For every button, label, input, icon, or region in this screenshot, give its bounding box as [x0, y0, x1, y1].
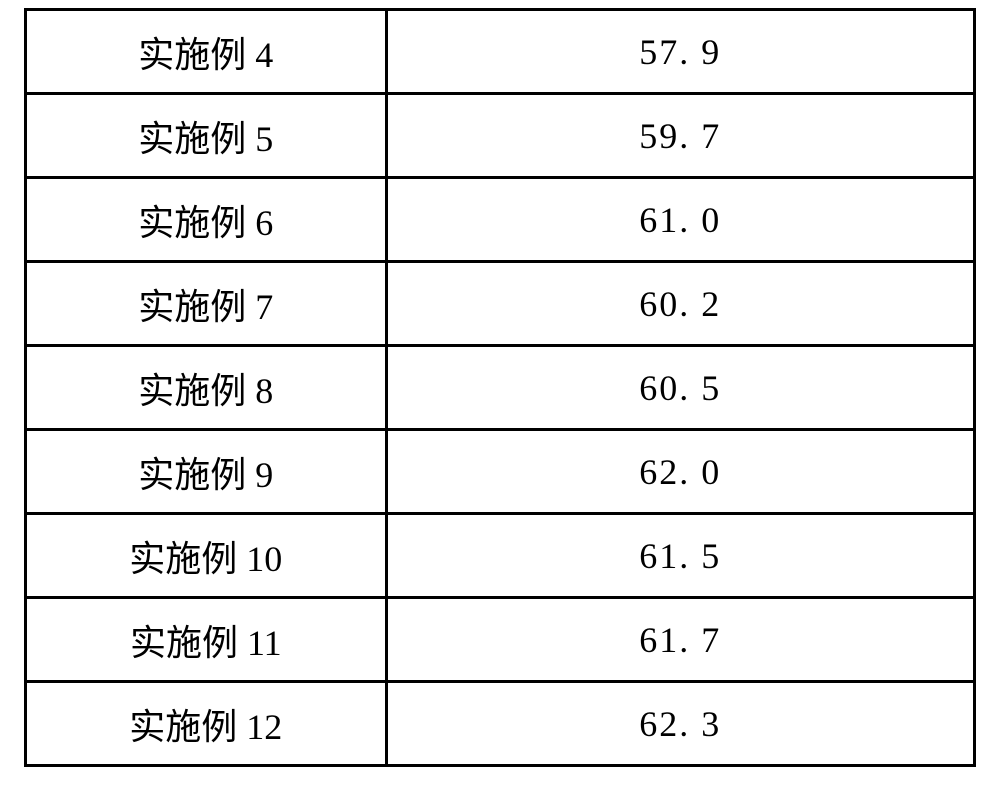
row-value: 59. 7	[386, 94, 974, 178]
row-label: 实施例 4	[26, 10, 387, 94]
row-value: 61. 7	[386, 598, 974, 682]
row-label: 实施例 11	[26, 598, 387, 682]
row-label: 实施例 5	[26, 94, 387, 178]
table-row: 实施例 10 61. 5	[26, 514, 975, 598]
data-table: 实施例 4 57. 9 实施例 5 59. 7 实施例 6 61. 0 实施例 …	[24, 8, 976, 767]
row-value: 60. 2	[386, 262, 974, 346]
table-row: 实施例 11 61. 7	[26, 598, 975, 682]
row-label: 实施例 10	[26, 514, 387, 598]
row-value: 57. 9	[386, 10, 974, 94]
table-row: 实施例 12 62. 3	[26, 682, 975, 766]
row-value: 61. 5	[386, 514, 974, 598]
table-row: 实施例 8 60. 5	[26, 346, 975, 430]
table-row: 实施例 6 61. 0	[26, 178, 975, 262]
row-label: 实施例 9	[26, 430, 387, 514]
table-row: 实施例 7 60. 2	[26, 262, 975, 346]
row-value: 60. 5	[386, 346, 974, 430]
row-label: 实施例 7	[26, 262, 387, 346]
row-label: 实施例 12	[26, 682, 387, 766]
row-value: 62. 3	[386, 682, 974, 766]
table-row: 实施例 4 57. 9	[26, 10, 975, 94]
row-value: 61. 0	[386, 178, 974, 262]
row-label: 实施例 8	[26, 346, 387, 430]
table-row: 实施例 9 62. 0	[26, 430, 975, 514]
row-label: 实施例 6	[26, 178, 387, 262]
data-table-container: 实施例 4 57. 9 实施例 5 59. 7 实施例 6 61. 0 实施例 …	[24, 8, 976, 767]
row-value: 62. 0	[386, 430, 974, 514]
table-row: 实施例 5 59. 7	[26, 94, 975, 178]
